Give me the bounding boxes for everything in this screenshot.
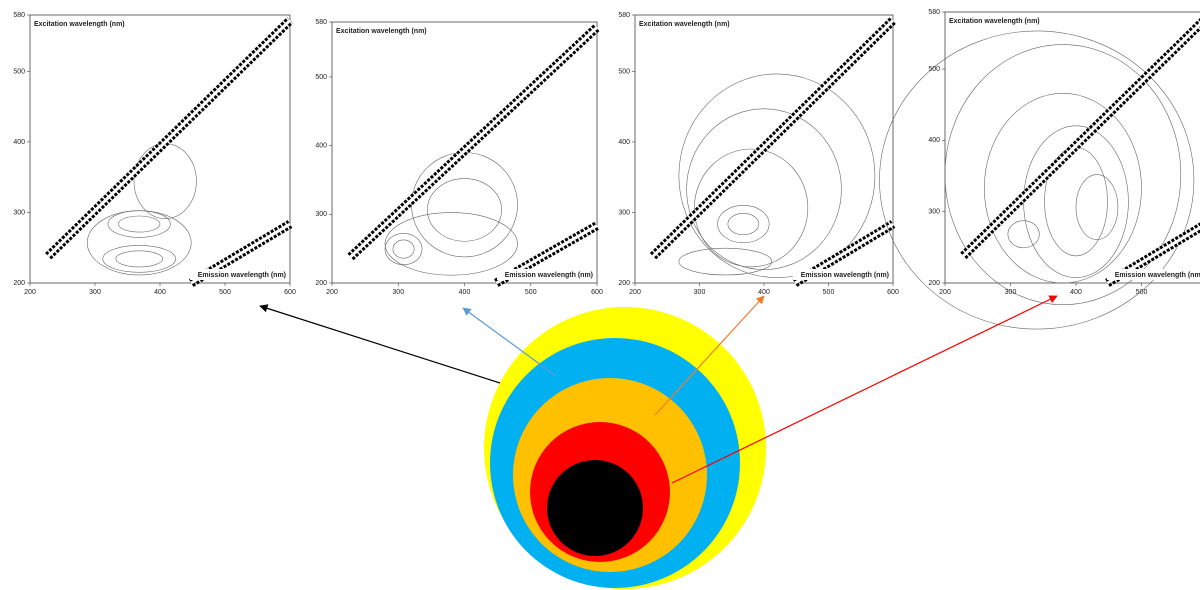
y-tick-label: 580 [315,19,327,26]
x-tick-label: 500 [1136,289,1148,296]
contour [879,30,1195,330]
x-tick-label: 500 [525,289,537,296]
layer-black [547,460,643,556]
x-tick-label: 200 [326,289,338,296]
scatter-band-core [349,26,599,258]
contour [686,108,842,270]
x-tick-label: 600 [284,289,296,296]
x-axis-label: Emission wavelength (nm) [505,272,593,279]
x-label-bg [793,269,891,280]
contour [392,239,415,259]
scatter-band-core [652,19,895,258]
arrow [654,295,765,416]
arrow [259,304,501,384]
x-tick-label: 400 [459,289,471,296]
x-tick-label: 400 [154,289,166,296]
contour [1007,220,1040,249]
y-tick-label: 500 [928,66,940,73]
x-tick-label: 400 [758,289,770,296]
y-tick-label: 300 [315,211,327,218]
contour [384,233,423,266]
contour [427,178,502,242]
x-label-bg [497,269,595,280]
contour [678,247,773,276]
x-tick-label: 500 [823,289,835,296]
y-axis-label: Excitation wavelength (nm) [34,21,125,28]
x-tick-label: 600 [591,289,603,296]
contour [678,73,876,278]
x-tick-label: 400 [1070,289,1082,296]
contour [115,250,163,268]
x-tick-label: 500 [219,289,231,296]
eem-panel: 200 300 400 500 580 200 300 400 500 600 Excitation… [13,12,296,296]
y-tick-label: 500 [618,68,630,75]
contour [86,210,192,276]
contour [727,213,760,236]
arrow [671,295,1058,484]
x-tick-label: 300 [89,289,101,296]
eem-panel: 200 300 400 500 580 200 300 400 500 600 Excitation… [879,9,1200,330]
concentric-circles [484,307,766,589]
y-axis-label: Excitation wavelength (nm) [336,28,427,35]
scatter-band-core [47,19,292,258]
y-tick-label: 400 [315,142,327,149]
arrow [462,307,557,377]
y-axis-label: Excitation wavelength (nm) [949,18,1040,25]
x-axis-label: Emission wavelength (nm) [801,272,889,279]
x-label-bg [190,269,288,280]
contour [102,245,176,273]
x-tick-label: 600 [887,289,899,296]
y-tick-label: 200 [13,280,25,287]
contour [1023,125,1129,278]
scatter-band-core [962,22,1200,257]
y-tick-label: 400 [928,137,940,144]
contour [118,215,161,233]
eem-panel: 200 300 400 500 580 200 300 400 500 600 Excitation… [618,12,899,296]
contour [694,148,809,268]
y-tick-label: 300 [928,209,940,216]
y-tick-label: 580 [618,12,630,19]
eem-panel: 200 300 400 500 580 200 300 400 500 600 Excitation… [315,19,603,296]
x-label-bg [1107,269,1200,280]
y-tick-label: 200 [618,280,630,287]
contour [717,204,770,244]
contour [944,44,1182,305]
x-tick-label: 200 [629,289,641,296]
y-tick-label: 580 [928,9,940,16]
x-tick-label: 200 [24,289,36,296]
y-tick-label: 300 [13,209,25,216]
panels: 200 300 400 500 580 200 300 400 500 600 Excitation… [13,9,1200,330]
y-tick-label: 200 [928,280,940,287]
y-axis-label: Excitation wavelength (nm) [639,21,730,28]
x-tick-label: 300 [1005,289,1017,296]
contour [1075,174,1119,240]
x-tick-label: 200 [939,289,951,296]
y-tick-label: 500 [315,74,327,81]
x-axis-label: Emission wavelength (nm) [1115,272,1200,279]
y-tick-label: 200 [315,280,327,287]
y-tick-label: 500 [13,68,25,75]
contour [384,212,518,276]
arrows [259,295,1058,484]
y-tick-label: 300 [618,209,630,216]
y-tick-label: 400 [618,139,630,146]
y-tick-label: 580 [13,12,25,19]
x-tick-label: 300 [694,289,706,296]
x-axis-label: Emission wavelength (nm) [198,272,286,279]
contour [984,92,1142,284]
y-tick-label: 400 [13,139,25,146]
x-tick-label: 300 [392,289,404,296]
